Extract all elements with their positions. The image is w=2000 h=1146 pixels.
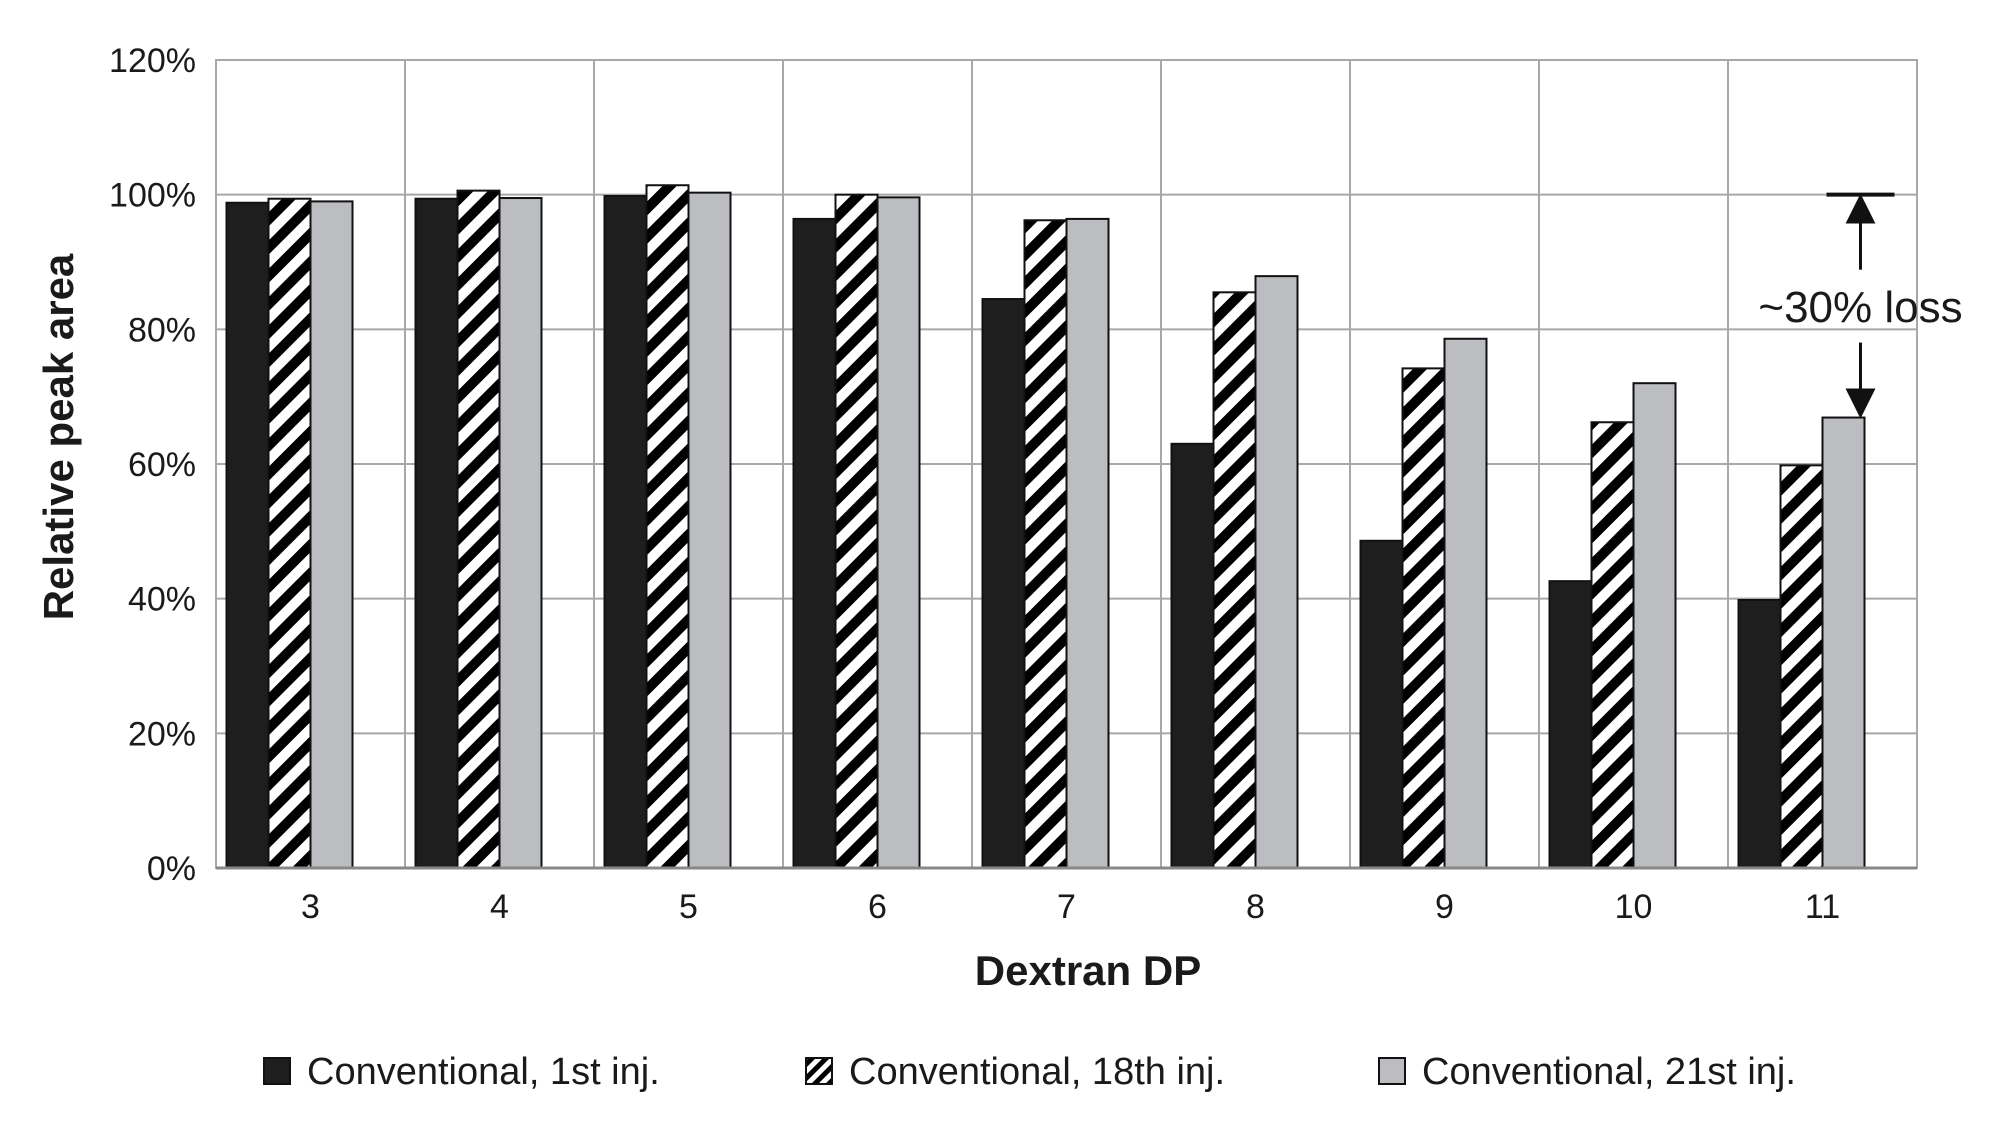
x-tick-label: 11: [1805, 888, 1840, 926]
bar-series-1: [414, 197, 459, 869]
legend-swatch-1: [263, 1057, 291, 1085]
x-tick-label: 8: [1246, 888, 1265, 926]
x-tick-label: 4: [490, 888, 509, 926]
legend-label-2: Conventional, 18th inj.: [849, 1051, 1225, 1093]
bar-series-3: [498, 197, 543, 870]
bar-series-2: [1401, 367, 1446, 869]
x-axis-title: Dextran DP: [975, 947, 1201, 994]
y-tick-label: 120%: [109, 42, 196, 80]
bar-series-1: [225, 201, 270, 870]
legend-label-1: Conventional, 1st inj.: [307, 1051, 660, 1093]
x-tick-label: 7: [1057, 888, 1076, 926]
x-tick-label: 6: [868, 888, 887, 926]
bar-series-3: [1821, 416, 1866, 869]
bar-series-1: [1548, 580, 1593, 869]
legend: Conventional, 1st inj. Conventional, 18th…: [263, 1051, 1796, 1093]
axes: [215, 59, 1918, 870]
bar-series-1: [981, 298, 1026, 869]
y-tick-labels: 0% 20% 40% 60% 80% 100% 120%: [109, 42, 196, 888]
bar-series-3: [1443, 337, 1488, 869]
bar-series-1: [792, 217, 837, 869]
x-tick-labels: 3 4 5 6 7 8 9 10 11: [301, 888, 1840, 926]
y-tick-label: 100%: [109, 177, 196, 215]
bar-series-3: [1065, 217, 1110, 869]
annotation-label: ~30% loss: [1758, 283, 1962, 332]
loss-annotation: ~30% loss: [1758, 192, 1963, 419]
y-axis-title: Relative peak area: [35, 253, 82, 620]
bar-series-3: [687, 191, 732, 869]
bar-series-2: [1212, 291, 1257, 869]
y-tick-label: 0%: [147, 850, 196, 888]
bar-series-2: [267, 197, 312, 869]
legend-swatch-3: [1378, 1057, 1406, 1085]
legend-swatch-2: [805, 1057, 833, 1085]
bar-series-3: [876, 196, 921, 870]
bar-series-1: [1737, 599, 1782, 869]
x-tick-label: 9: [1435, 888, 1454, 926]
x-tick-label: 3: [301, 888, 320, 926]
bar-series-2: [645, 184, 690, 870]
y-tick-label: 60%: [128, 446, 196, 484]
bars: [225, 184, 1866, 870]
bar-series-2: [1779, 464, 1824, 869]
bar-series-1: [1170, 442, 1215, 869]
x-tick-label: 10: [1615, 888, 1653, 926]
y-tick-label: 80%: [128, 311, 196, 349]
bar-series-3: [1632, 382, 1677, 869]
y-tick-label: 20%: [128, 715, 196, 753]
bar-series-2: [1023, 219, 1068, 869]
bar-series-2: [456, 189, 501, 870]
bar-series-2: [1590, 421, 1635, 869]
bar-series-1: [1359, 539, 1404, 869]
bar-series-3: [309, 200, 354, 869]
bar-series-1: [603, 195, 648, 870]
y-tick-label: 40%: [128, 581, 196, 619]
x-tick-label: 5: [679, 888, 698, 926]
bar-series-2: [834, 193, 879, 869]
legend-label-3: Conventional, 21st inj.: [1422, 1051, 1796, 1093]
bar-series-3: [1254, 275, 1299, 869]
